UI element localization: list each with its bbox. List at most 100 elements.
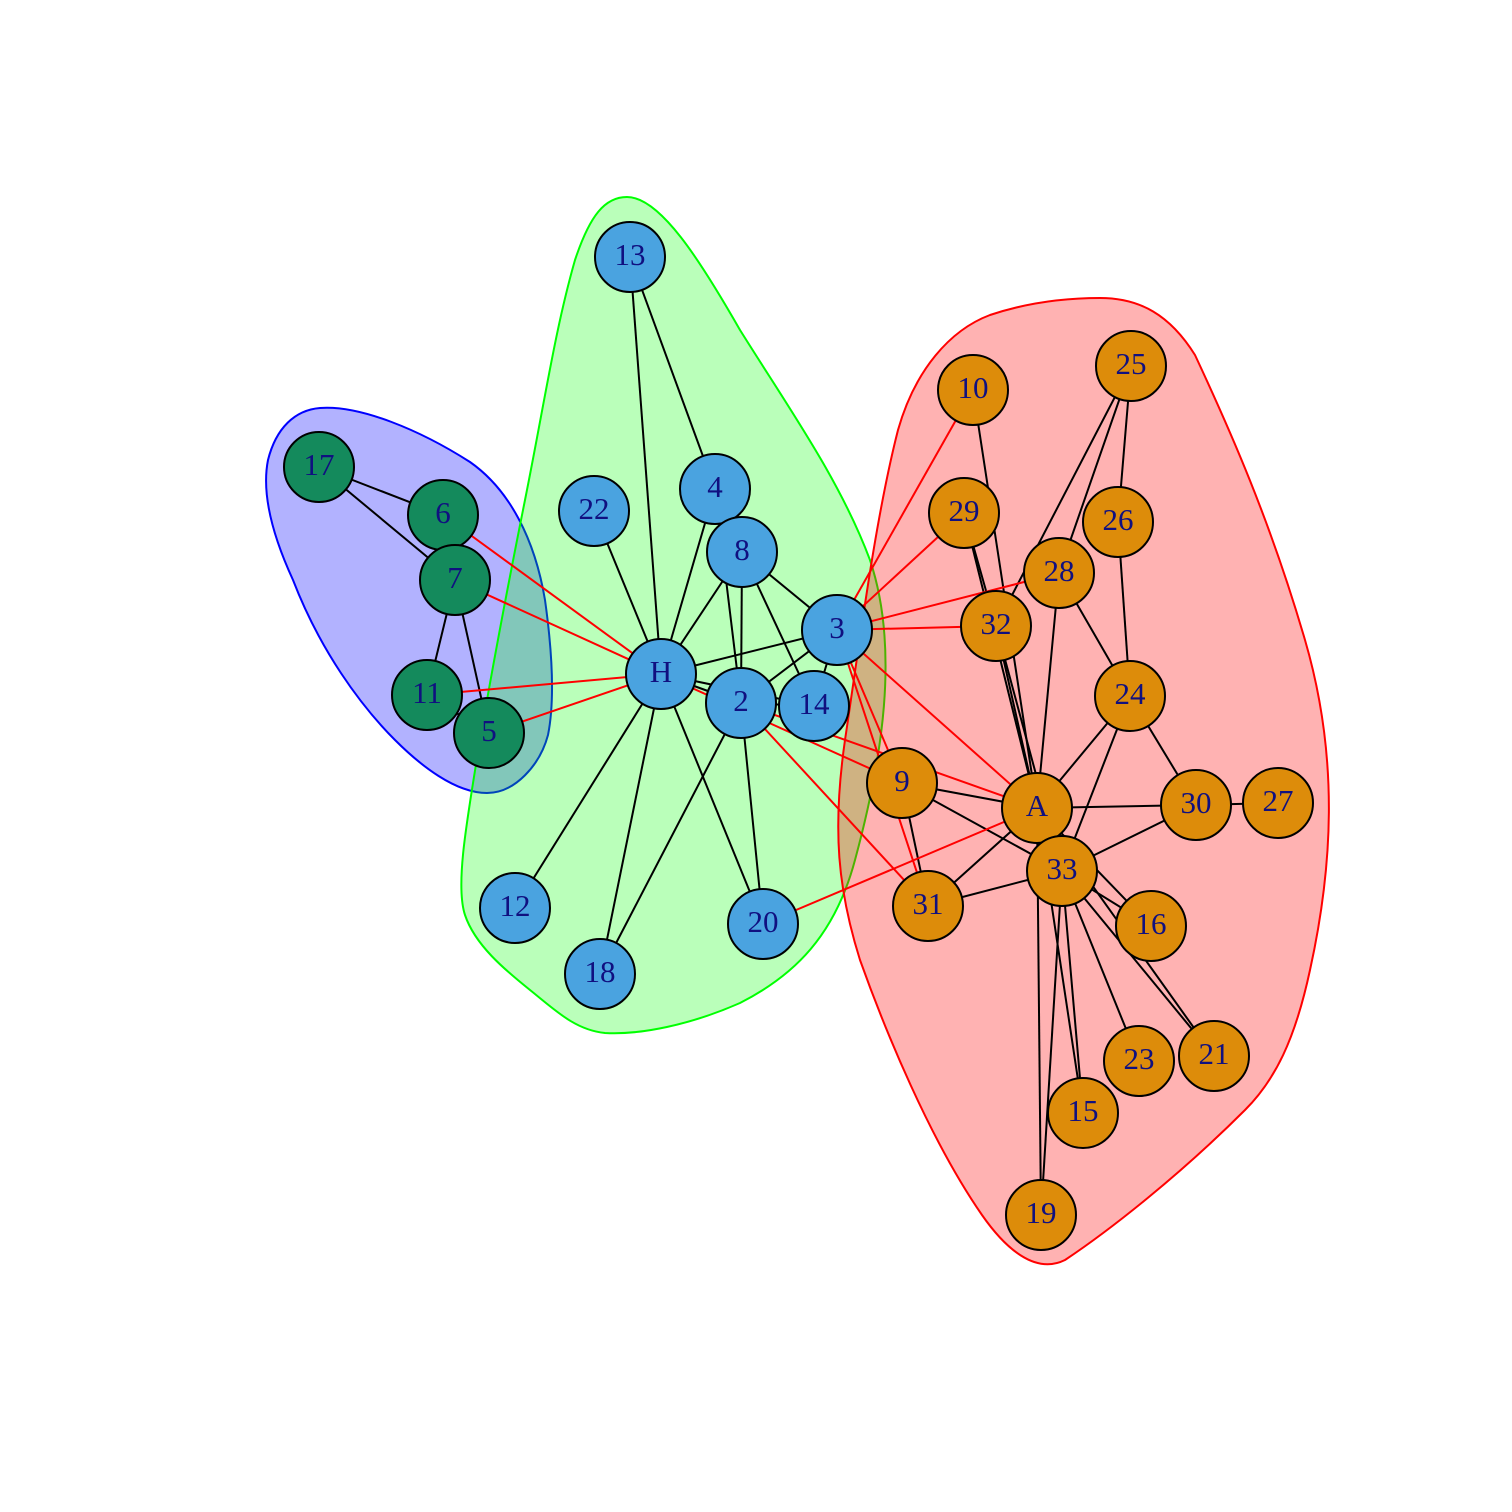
node-circle [1026,835,1098,907]
node-label: 10 [958,370,989,405]
node-label: 7 [447,560,463,595]
node-circle [705,667,777,739]
node-12: 12 [479,872,551,944]
node-label: 5 [481,713,497,748]
node-circle [558,475,630,547]
node-label: 9 [894,763,910,798]
node-circle [1242,767,1314,839]
node-16: 16 [1115,890,1187,962]
node-circle [937,354,1009,426]
node-label: 32 [981,606,1012,641]
node-circle [283,431,355,503]
node-circle [1047,1077,1119,1149]
node-circle [453,697,525,769]
node-label: 17 [304,447,335,482]
node-circle [727,888,799,960]
node-label: 25 [1116,346,1147,381]
node-circle [1082,486,1154,558]
node-8: 8 [706,516,778,588]
edge-13-4 [629,256,716,490]
node-circle [778,670,850,742]
node-circle [419,544,491,616]
edge-11-H [426,673,662,696]
node-19: 19 [1005,1179,1077,1251]
node-circle [679,453,751,525]
edge-25-28 [1058,365,1132,574]
node-label: 27 [1263,783,1294,818]
network-nodes: 13 4 22 8 3 H 2 14 12 18 20 17 6 7 11 5 10 25 29 26 28 32 24 9 A… [283,221,1314,1251]
node-label: 3 [829,610,845,645]
node-circle [1115,890,1187,962]
node-circle [801,594,873,666]
edge-H-18 [599,673,662,975]
edge-33-21 [1061,870,1215,1057]
node-label: 12 [500,888,531,923]
edge-2-18 [599,702,742,975]
edge-13-H [629,256,662,675]
node-label: 24 [1115,676,1147,711]
node-29: 29 [928,477,1000,549]
edge-33-15 [1061,870,1084,1114]
node-14: 14 [778,670,850,742]
edge-20-A [762,807,1038,925]
node-A: A [1001,772,1073,844]
node-23: 23 [1103,1025,1175,1097]
node-circle [892,870,964,942]
node-label: 29 [949,493,980,528]
node-label: 20 [748,904,779,939]
node-circle [1103,1025,1175,1097]
edge-3-A [836,629,1038,809]
node-label: 23 [1124,1041,1155,1076]
node-circle [866,747,938,819]
node-label: H [650,654,672,689]
node-6: 6 [407,479,479,551]
node-label: 2 [733,683,749,718]
node-label: 28 [1044,553,1075,588]
node-7: 7 [419,544,491,616]
node-label: 16 [1136,906,1167,941]
node-label: 13 [615,237,646,272]
node-18: 18 [564,938,636,1010]
node-label: 18 [585,954,616,989]
node-24: 24 [1094,660,1166,732]
edge-2-31 [740,702,929,907]
node-circle [706,516,778,588]
node-22: 22 [558,475,630,547]
node-32: 32 [960,590,1032,662]
node-label: A [1026,788,1049,823]
node-circle [479,872,551,944]
node-label: 33 [1047,851,1078,886]
node-5: 5 [453,697,525,769]
node-13: 13 [594,221,666,293]
node-25: 25 [1095,330,1167,402]
node-label: 8 [734,532,750,567]
node-21: 21 [1178,1020,1250,1092]
node-circle [1001,772,1073,844]
node-circle [1094,660,1166,732]
node-9: 9 [866,747,938,819]
edge-33-19 [1040,870,1063,1216]
node-20: 20 [727,888,799,960]
node-4: 4 [679,453,751,525]
node-circle [594,221,666,293]
edge-H-12 [514,673,662,909]
node-15: 15 [1047,1077,1119,1149]
edge-28-A [1036,572,1060,809]
node-label: 19 [1026,1195,1057,1230]
node-circle [960,590,1032,662]
node-31: 31 [892,870,964,942]
node-label: 15 [1068,1093,1099,1128]
edge-H-9 [660,673,903,784]
node-label: 30 [1181,785,1212,820]
node-circle [1005,1179,1077,1251]
node-33: 33 [1026,835,1098,907]
node-28: 28 [1023,537,1095,609]
node-11: 11 [391,659,463,731]
node-label: 11 [412,675,442,710]
node-circle [1160,769,1232,841]
node-label: 31 [913,886,944,921]
node-10: 10 [937,354,1009,426]
edge-2-20 [740,702,764,925]
node-H: H [625,638,697,710]
